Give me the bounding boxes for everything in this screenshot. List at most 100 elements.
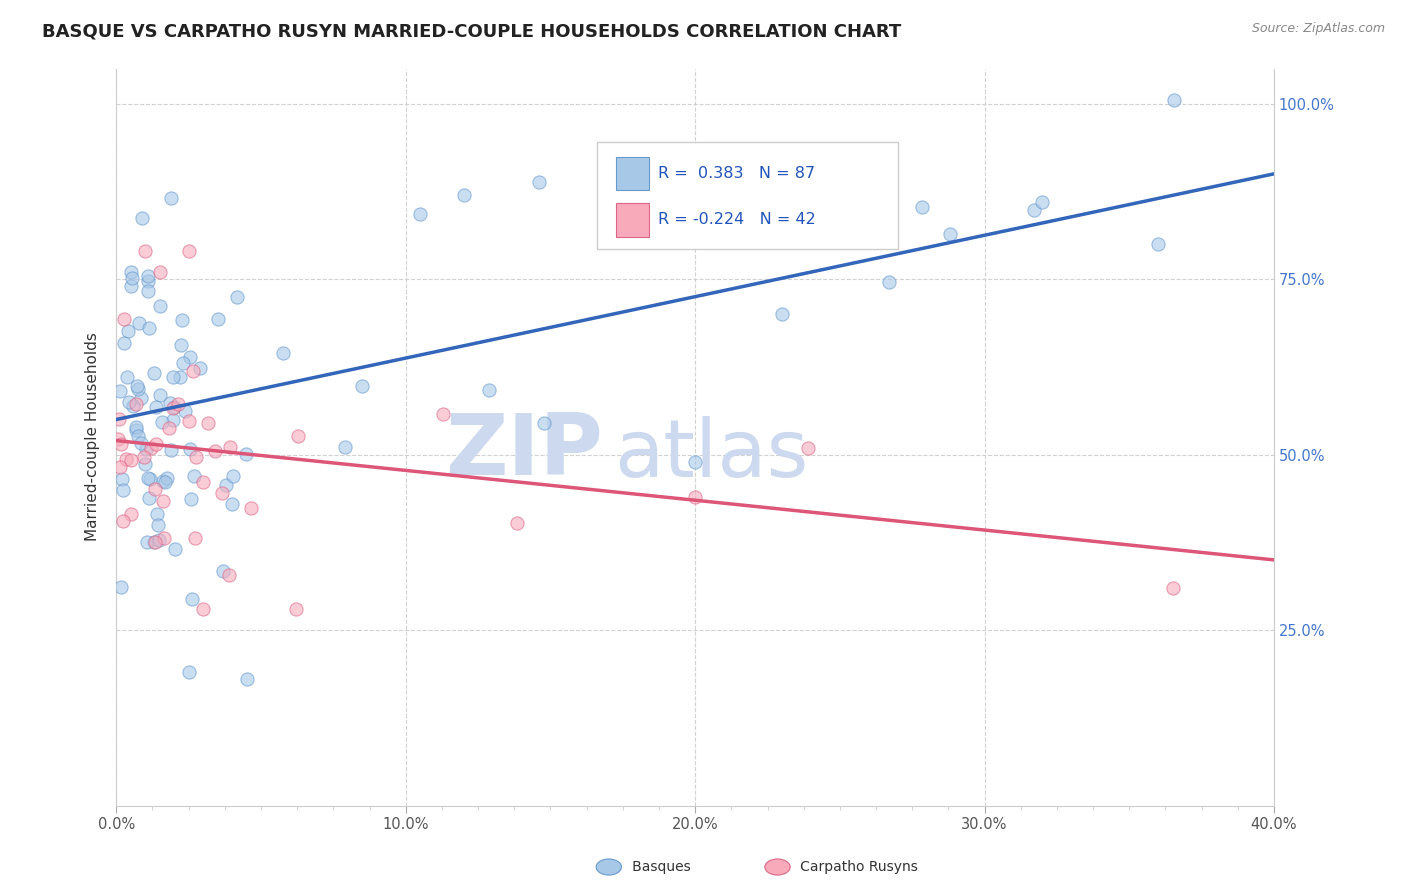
Point (112, 335, 135, 350)
Point (186, 450, 208, 465)
Point (797, 441, 820, 455)
Point (112, 312, 135, 326)
Point (131, 211, 153, 225)
Point (120, 265, 142, 279)
Point (180, 592, 202, 607)
Point (149, 265, 172, 279)
Point (108, 384, 131, 398)
Point (683, 490, 706, 504)
Point (770, 307, 793, 321)
Point (527, 175, 550, 189)
Text: Basques: Basques (619, 860, 690, 874)
Text: ZIP: ZIP (444, 410, 603, 493)
Point (159, 395, 181, 409)
Point (235, 672, 257, 686)
Point (157, 421, 180, 435)
Point (683, 455, 706, 469)
Point (218, 567, 240, 582)
Point (117, 370, 139, 384)
Point (143, 535, 166, 549)
Text: Carpatho Rusyns: Carpatho Rusyns (787, 860, 918, 874)
Point (149, 299, 172, 313)
Point (143, 366, 166, 380)
Point (179, 414, 201, 428)
Point (136, 471, 159, 485)
Point (138, 472, 160, 486)
Point (125, 397, 148, 411)
Point (107, 412, 129, 426)
Point (204, 444, 226, 458)
Point (225, 289, 247, 303)
Point (152, 532, 174, 546)
Point (172, 356, 194, 370)
Point (134, 457, 156, 471)
Point (183, 469, 205, 483)
Point (127, 429, 149, 443)
Point (149, 387, 172, 401)
Point (122, 400, 145, 414)
Point (145, 507, 167, 521)
Point (125, 423, 148, 437)
Point (432, 407, 454, 421)
Point (188, 360, 211, 375)
Text: Source: ZipAtlas.com: Source: ZipAtlas.com (1251, 22, 1385, 36)
Point (181, 364, 204, 378)
Point (533, 416, 555, 430)
Point (350, 378, 373, 392)
Point (1022, 203, 1045, 218)
Point (211, 486, 233, 500)
Point (174, 404, 197, 418)
Point (179, 350, 201, 364)
Point (155, 475, 177, 490)
Point (453, 187, 475, 202)
Point (163, 400, 186, 414)
Point (152, 493, 174, 508)
Point (409, 207, 432, 221)
Point (169, 369, 191, 384)
Point (287, 429, 309, 443)
Point (138, 320, 160, 334)
Point (167, 397, 190, 411)
Point (127, 382, 149, 396)
Point (162, 413, 184, 427)
Point (172, 312, 194, 326)
Point (150, 415, 173, 429)
Point (911, 200, 934, 214)
Point (111, 472, 134, 486)
Point (139, 441, 162, 455)
Point (506, 516, 529, 530)
Point (193, 475, 215, 489)
Point (215, 478, 238, 492)
Point (129, 391, 152, 405)
Point (1161, 581, 1184, 595)
Bar (616, 157, 648, 190)
Point (135, 442, 157, 456)
Point (112, 514, 135, 528)
Point (125, 420, 148, 434)
Point (221, 497, 243, 511)
Point (1163, 93, 1185, 107)
Point (143, 534, 166, 549)
Point (170, 338, 193, 352)
Point (117, 324, 139, 338)
Point (107, 432, 129, 446)
Point (240, 500, 263, 515)
Point (478, 383, 501, 397)
Point (179, 442, 201, 456)
Point (156, 471, 179, 485)
Point (333, 441, 356, 455)
Point (128, 317, 150, 331)
Point (180, 492, 202, 507)
Point (129, 435, 152, 450)
Point (191, 602, 214, 616)
Point (219, 440, 242, 454)
Point (162, 401, 184, 416)
Point (160, 443, 183, 458)
Point (114, 451, 136, 466)
Point (110, 580, 132, 594)
Point (136, 274, 159, 288)
Point (162, 369, 184, 384)
Text: BASQUE VS CARPATHO RUSYN MARRIED-COUPLE HOUSEHOLDS CORRELATION CHART: BASQUE VS CARPATHO RUSYN MARRIED-COUPLE … (42, 22, 901, 40)
Point (939, 227, 962, 241)
Point (152, 475, 174, 489)
